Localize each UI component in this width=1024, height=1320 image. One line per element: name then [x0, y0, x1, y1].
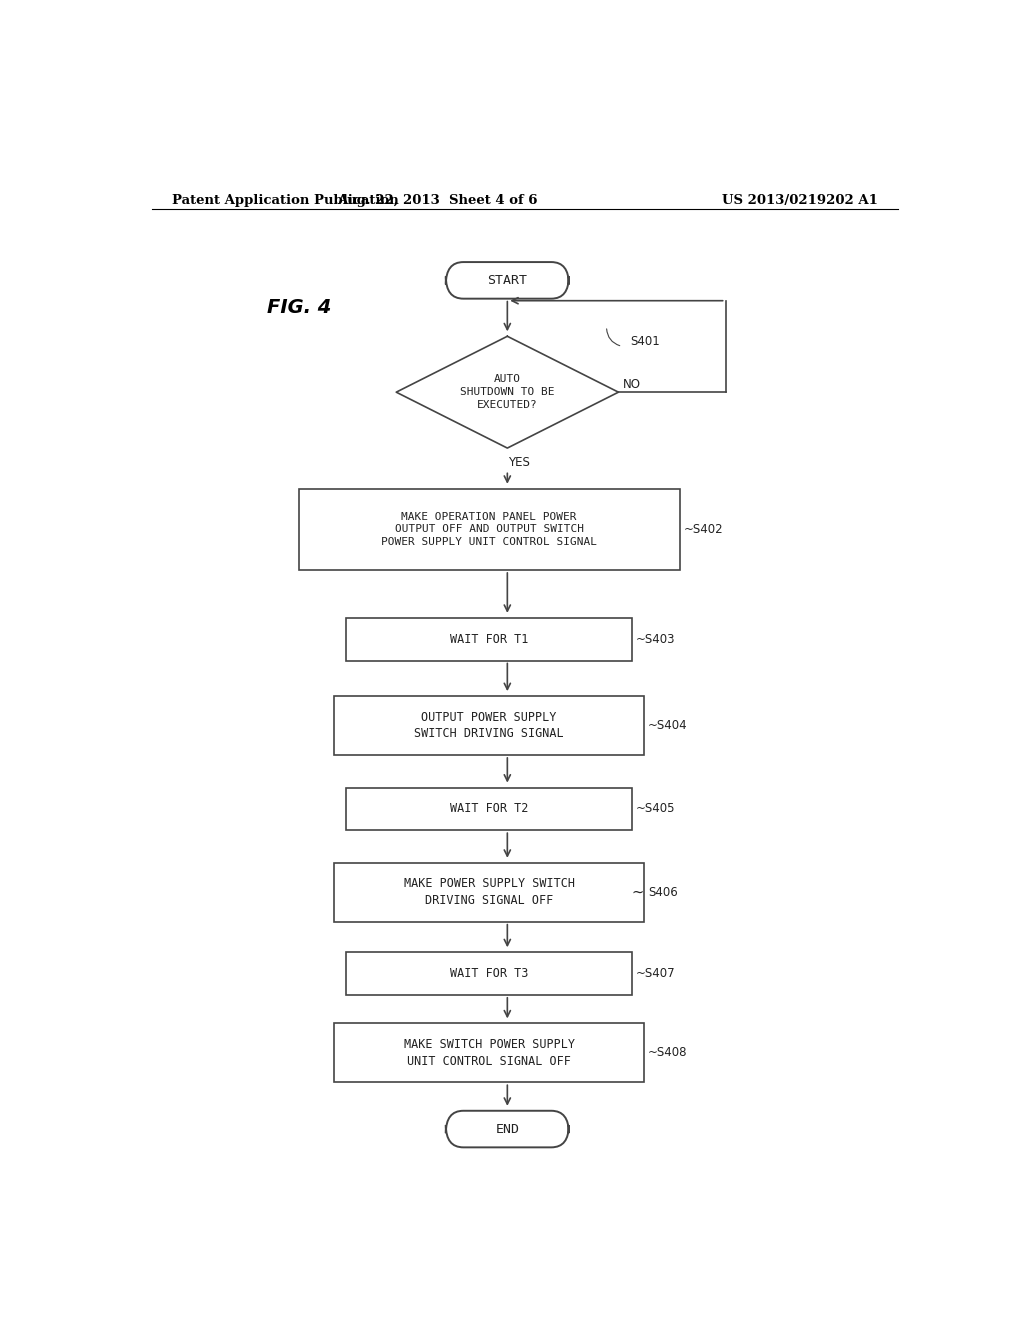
Text: START: START	[487, 273, 527, 286]
Text: WAIT FOR T1: WAIT FOR T1	[450, 632, 528, 645]
FancyBboxPatch shape	[445, 263, 569, 298]
Text: ~S404: ~S404	[648, 719, 687, 733]
Text: NO: NO	[623, 378, 640, 391]
Text: Aug. 22, 2013  Sheet 4 of 6: Aug. 22, 2013 Sheet 4 of 6	[337, 194, 538, 207]
Bar	[334, 1023, 644, 1082]
Bar	[334, 863, 644, 921]
Polygon shape	[396, 337, 618, 447]
Bar	[346, 618, 632, 660]
Text: MAKE POWER SUPPLY SWITCH
DRIVING SIGNAL OFF: MAKE POWER SUPPLY SWITCH DRIVING SIGNAL …	[403, 878, 574, 907]
Text: WAIT FOR T2: WAIT FOR T2	[450, 803, 528, 816]
Text: ~S403: ~S403	[636, 632, 676, 645]
Text: MAKE SWITCH POWER SUPPLY
UNIT CONTROL SIGNAL OFF: MAKE SWITCH POWER SUPPLY UNIT CONTROL SI…	[403, 1038, 574, 1068]
Text: ~S405: ~S405	[636, 803, 676, 816]
Text: ~S402: ~S402	[684, 523, 723, 536]
Text: S401: S401	[631, 335, 660, 348]
Text: US 2013/0219202 A1: US 2013/0219202 A1	[722, 194, 878, 207]
Text: FIG. 4: FIG. 4	[267, 298, 331, 317]
Text: WAIT FOR T3: WAIT FOR T3	[450, 968, 528, 979]
Bar	[334, 696, 644, 755]
Text: YES: YES	[508, 457, 530, 469]
Bar	[346, 952, 632, 995]
Text: Patent Application Publication: Patent Application Publication	[172, 194, 398, 207]
Text: ~S407: ~S407	[636, 968, 676, 979]
Text: END: END	[496, 1122, 519, 1135]
Text: ~S408: ~S408	[648, 1047, 687, 1060]
Text: S406: S406	[648, 886, 678, 899]
Text: MAKE OPERATION PANEL POWER
OUTPUT OFF AND OUTPUT SWITCH
POWER SUPPLY UNIT CONTRO: MAKE OPERATION PANEL POWER OUTPUT OFF AN…	[381, 512, 597, 548]
Bar	[346, 788, 632, 830]
Text: AUTO
SHUTDOWN TO BE
EXECUTED?: AUTO SHUTDOWN TO BE EXECUTED?	[460, 375, 555, 411]
Text: ~: ~	[632, 884, 644, 900]
FancyBboxPatch shape	[445, 1110, 569, 1147]
Bar	[299, 488, 680, 570]
Text: OUTPUT POWER SUPPLY
SWITCH DRIVING SIGNAL: OUTPUT POWER SUPPLY SWITCH DRIVING SIGNA…	[415, 710, 564, 741]
